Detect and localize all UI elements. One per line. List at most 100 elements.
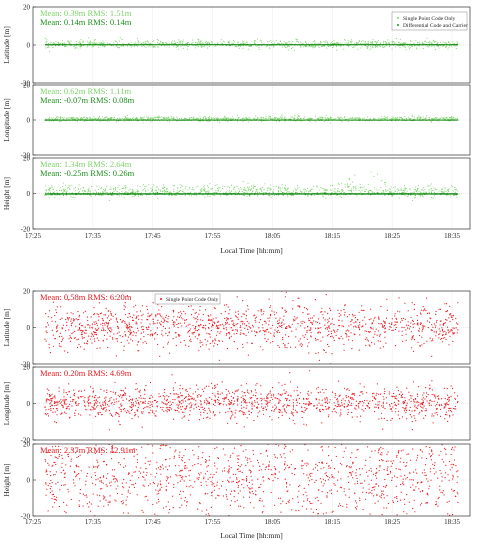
data-point	[195, 194, 198, 196]
data-point	[81, 190, 83, 192]
data-point	[305, 190, 308, 192]
data-point	[269, 189, 271, 191]
data-point	[181, 118, 183, 120]
data-point	[116, 42, 118, 44]
data-point	[280, 43, 282, 45]
data-point	[91, 42, 93, 44]
data-point	[405, 42, 407, 44]
data-point	[69, 188, 71, 190]
data-point	[273, 189, 275, 191]
data-point	[416, 47, 418, 49]
data-point	[156, 186, 158, 188]
data-point	[315, 321, 317, 323]
data-point	[416, 118, 418, 120]
data-point	[439, 330, 441, 332]
data-point	[192, 118, 194, 120]
x-tick-label: 18:35	[444, 232, 460, 240]
data-point	[222, 187, 224, 190]
data-point	[102, 40, 104, 42]
data-point	[360, 186, 362, 188]
data-point	[347, 186, 349, 188]
data-point	[419, 43, 421, 45]
data-point	[188, 194, 190, 196]
data-point	[184, 117, 186, 119]
data-point	[228, 118, 230, 120]
data-point	[304, 190, 306, 192]
data-point	[129, 188, 131, 190]
data-point	[214, 46, 216, 48]
data-point	[147, 117, 149, 119]
data-point	[179, 184, 181, 186]
data-point	[140, 116, 142, 118]
data-point	[318, 117, 320, 119]
data-point	[164, 190, 167, 193]
data-point	[285, 46, 287, 49]
data-point	[124, 185, 126, 187]
data-point	[52, 46, 54, 49]
data-point	[294, 188, 296, 190]
data-point	[326, 41, 328, 43]
data-point	[270, 184, 272, 186]
stats-annotation: Mean: 0.62m RMS: 1.11m	[40, 86, 131, 96]
data-point	[425, 191, 427, 193]
data-point	[211, 188, 213, 190]
data-point	[409, 46, 411, 49]
data-point	[63, 188, 65, 190]
data-point	[149, 192, 151, 194]
data-point	[320, 42, 322, 44]
data-point	[261, 120, 263, 122]
data-point	[182, 39, 184, 41]
data-point	[437, 118, 439, 120]
data-point	[46, 41, 48, 43]
data-point	[438, 190, 440, 192]
data-point	[137, 196, 139, 198]
data-point	[164, 117, 166, 119]
data-point	[192, 39, 194, 41]
data-point	[285, 189, 288, 191]
data-point	[122, 43, 124, 45]
data-point	[168, 194, 170, 196]
data-point	[300, 41, 302, 43]
data-point	[363, 185, 365, 188]
data-point	[220, 190, 222, 192]
data-point	[79, 42, 81, 44]
data-point	[123, 120, 125, 122]
y-tick-label: 20	[23, 154, 31, 162]
data-point	[85, 332, 87, 334]
data-point	[225, 191, 227, 193]
data-point	[308, 191, 310, 193]
data-point	[380, 179, 382, 181]
data-point	[367, 191, 369, 193]
data-point	[162, 187, 165, 190]
data-point	[209, 195, 211, 197]
data-point	[394, 118, 397, 120]
data-point	[331, 189, 333, 191]
data-point	[79, 45, 81, 47]
data-point	[68, 42, 70, 44]
data-point	[432, 40, 434, 42]
data-point	[156, 39, 158, 41]
data-point	[208, 120, 210, 122]
data-point	[64, 46, 66, 48]
data-point	[397, 116, 399, 118]
data-point	[305, 42, 307, 44]
data-point	[54, 117, 57, 119]
data-point	[187, 189, 189, 191]
data-point	[305, 42, 307, 45]
data-point	[406, 190, 408, 192]
data-point	[278, 117, 280, 120]
data-point	[337, 190, 339, 192]
data-point	[281, 184, 283, 186]
data-point	[192, 116, 194, 118]
data-point	[70, 117, 72, 119]
data-point	[91, 46, 93, 48]
data-point	[382, 190, 384, 192]
data-point	[102, 45, 104, 47]
data-point	[68, 186, 70, 189]
data-point	[349, 117, 352, 119]
data-point	[212, 117, 214, 119]
data-point	[148, 45, 150, 47]
data-point	[347, 120, 349, 123]
data-point	[46, 39, 48, 41]
data-point	[278, 120, 280, 122]
